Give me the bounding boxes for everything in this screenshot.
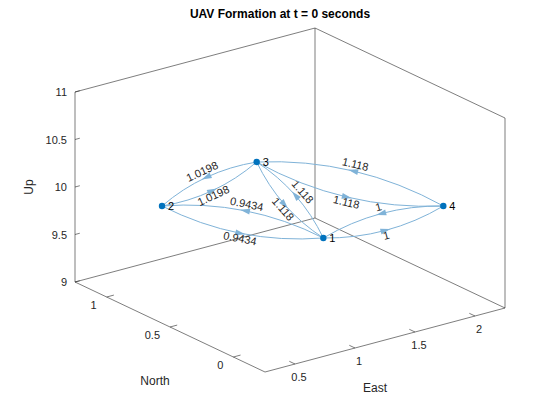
svg-text:1.5: 1.5 (411, 339, 426, 351)
svg-text:1.118: 1.118 (270, 195, 297, 223)
svg-text:1.118: 1.118 (332, 193, 361, 211)
svg-text:UAV Formation at t = 0 seconds: UAV Formation at t = 0 seconds (190, 7, 370, 21)
svg-text:9: 9 (61, 276, 67, 288)
svg-text:East: East (363, 381, 388, 395)
svg-text:2: 2 (476, 323, 482, 335)
svg-text:0.9434: 0.9434 (229, 195, 264, 213)
svg-text:1: 1 (91, 299, 97, 311)
svg-text:0.5: 0.5 (291, 371, 306, 383)
svg-text:0: 0 (217, 359, 223, 371)
svg-text:2: 2 (168, 200, 174, 212)
svg-text:1: 1 (382, 229, 391, 242)
svg-text:1.0198: 1.0198 (184, 159, 220, 184)
svg-text:10.5: 10.5 (46, 134, 67, 146)
svg-text:North: North (140, 374, 169, 388)
svg-text:1: 1 (374, 200, 383, 213)
svg-text:Up: Up (22, 179, 36, 195)
svg-text:1.118: 1.118 (290, 178, 317, 206)
svg-text:10: 10 (55, 181, 67, 193)
svg-text:4: 4 (449, 200, 455, 212)
svg-text:0.5: 0.5 (145, 329, 160, 341)
svg-text:1.0198: 1.0198 (195, 183, 231, 208)
svg-text:1.118: 1.118 (341, 155, 370, 173)
svg-text:1: 1 (329, 232, 335, 244)
svg-text:1: 1 (356, 355, 362, 367)
svg-text:9.5: 9.5 (52, 229, 67, 241)
svg-text:3: 3 (263, 156, 269, 168)
svg-text:0.9434: 0.9434 (222, 229, 257, 247)
svg-text:11: 11 (56, 86, 67, 98)
